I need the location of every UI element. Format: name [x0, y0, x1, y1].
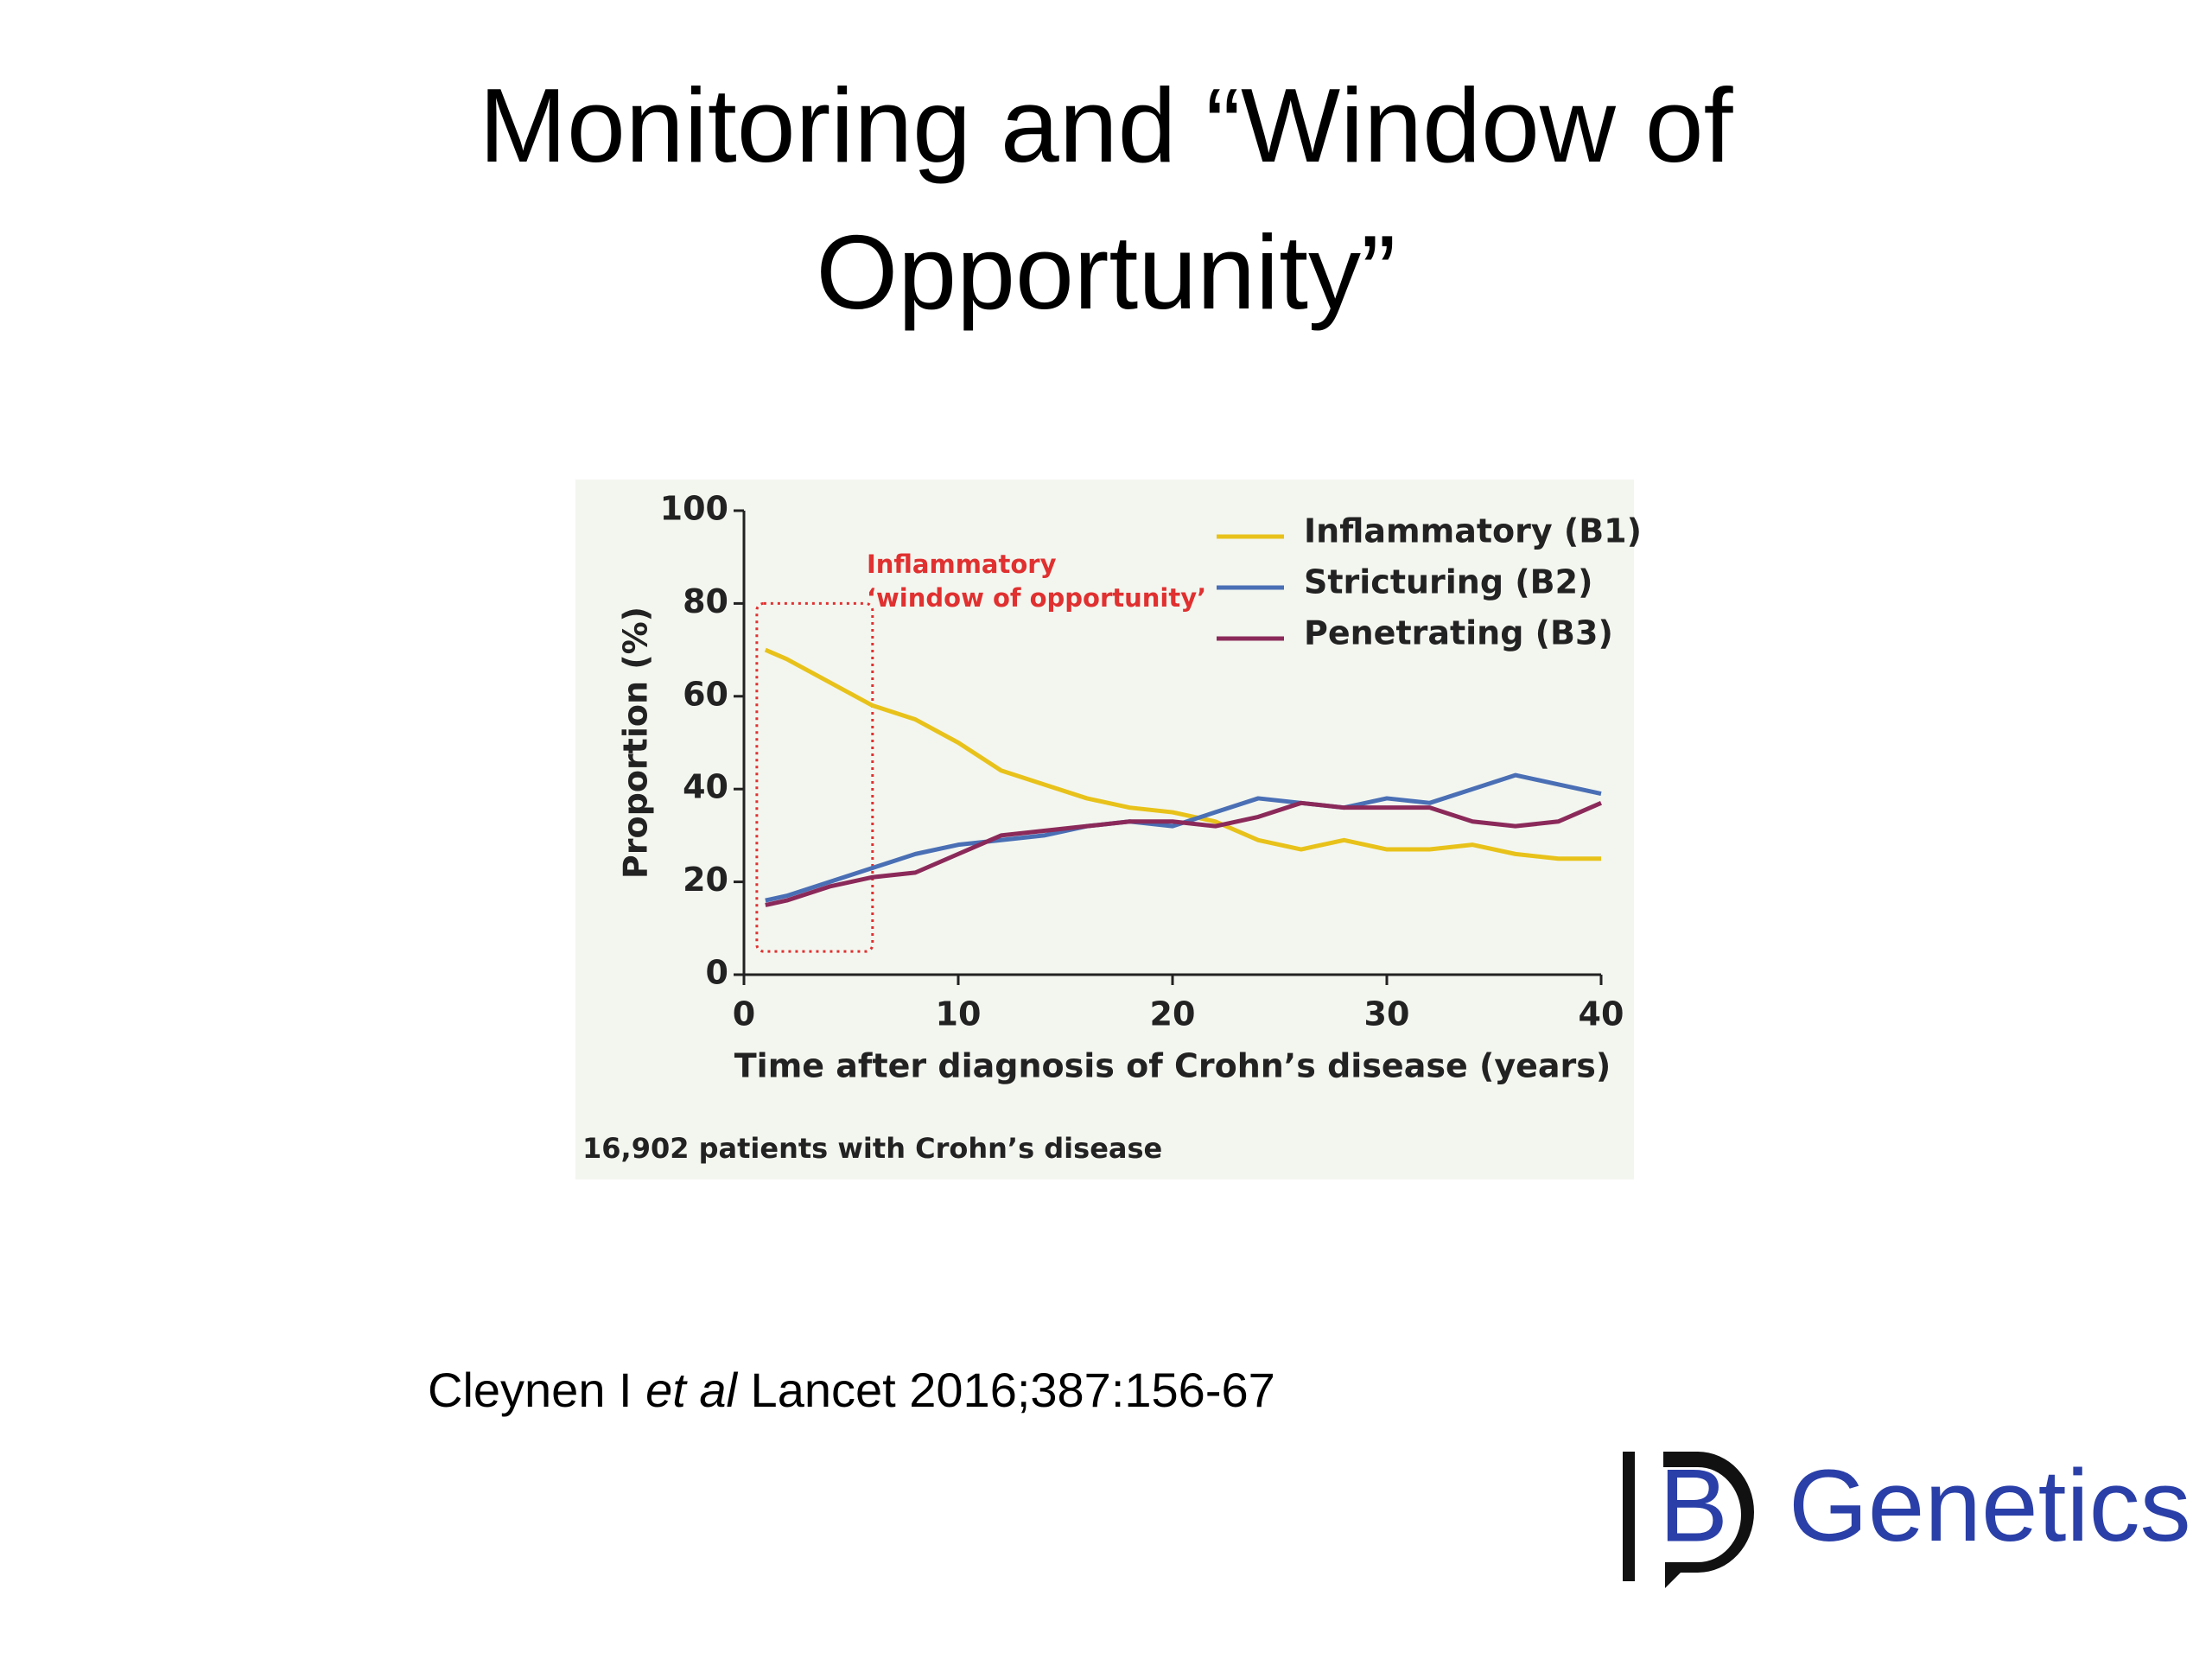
legend-label: Inflammatory (B1) — [1304, 512, 1642, 550]
footnote: 16,902 patients with Crohn’s disease — [582, 1132, 1162, 1165]
series-line — [765, 800, 1602, 907]
y-tick-label: 40 — [683, 768, 728, 806]
x-tick-label: 0 — [733, 995, 755, 1033]
y-tick-label: 60 — [683, 675, 728, 713]
y-tick-label: 100 — [660, 490, 728, 528]
citation: Cleynen I et al Lancet 2016;387:156-67 — [428, 1363, 1275, 1417]
series-line — [764, 647, 1601, 861]
logo-bar — [1623, 1452, 1635, 1581]
chart-panel — [575, 480, 1634, 1179]
annotation-text: ‘window of opportunity’ — [867, 583, 1206, 613]
x-tick-label: 40 — [1579, 995, 1624, 1033]
citation-part: et al — [645, 1363, 738, 1417]
logo-mark: B — [1659, 1448, 1728, 1564]
y-tick-label: 20 — [683, 861, 728, 899]
logo-d — [1663, 1452, 1754, 1588]
logo: B Genetics — [1623, 1448, 2191, 1588]
annotation-text: Inflammatory — [867, 550, 1057, 579]
legend-label: Stricturing (B2) — [1304, 563, 1592, 601]
x-tick-label: 30 — [1364, 995, 1410, 1033]
x-axis-label: Time after diagnosis of Crohn’s disease … — [734, 1047, 1611, 1085]
y-axis-label: Proportion (%) — [617, 607, 655, 879]
x-tick-label: 10 — [936, 995, 982, 1033]
citation-part: Lancet 2016;387:156-67 — [737, 1363, 1275, 1417]
slide-title: Monitoring and “Window of — [479, 67, 1733, 184]
series-line — [765, 772, 1602, 903]
y-tick-label: 80 — [683, 582, 728, 620]
legend-label: Penetrating (B3) — [1304, 614, 1613, 652]
citation-part: Cleynen I — [428, 1363, 645, 1417]
highlight-box — [755, 601, 874, 953]
logo-text: Genetics — [1789, 1449, 2191, 1563]
y-tick-label: 0 — [706, 954, 728, 992]
slide-title: Opportunity” — [816, 213, 1395, 331]
x-tick-label: 20 — [1150, 995, 1196, 1033]
